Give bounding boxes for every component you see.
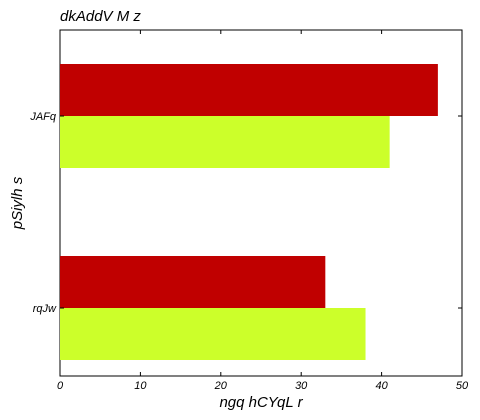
x-tick-label: 10 — [134, 380, 147, 392]
x-tick-label: 20 — [214, 380, 228, 392]
x-tick-label: 50 — [456, 380, 469, 392]
y-axis-label: pSiylh s — [9, 176, 26, 230]
x-tick-label: 30 — [295, 380, 308, 392]
bar-1-rqJw — [60, 256, 326, 308]
y-tick-label-rqJw: rqJw — [33, 303, 57, 315]
y-tick-label-JAFq: JAFq — [29, 111, 57, 123]
plot-area — [59, 29, 463, 377]
x-tick-label: 40 — [375, 380, 388, 392]
y-axis-ticks: JAFq rqJw — [29, 111, 462, 315]
x-axis-label: ngq hCYqL r — [219, 394, 303, 411]
bar-2-JAFq — [60, 116, 390, 168]
bar-1-JAFq — [60, 64, 438, 116]
x-tick-label: 0 — [57, 380, 64, 392]
bars-group — [60, 64, 438, 360]
bar-2-rqJw — [60, 308, 366, 360]
chart-title: dkAddV M z — [60, 8, 141, 25]
x-axis-ticks: 0 10 20 30 40 50 — [57, 30, 469, 392]
